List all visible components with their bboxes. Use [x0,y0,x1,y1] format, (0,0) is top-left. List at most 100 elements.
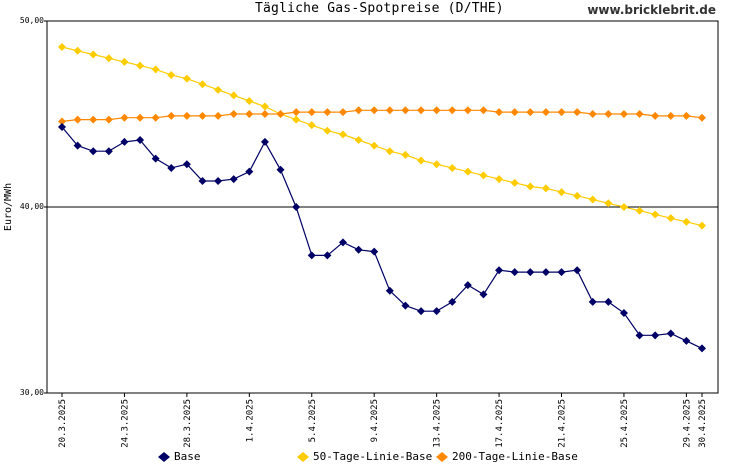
data-point-1 [167,70,176,79]
data-point-2 [682,111,691,120]
diamond-marker-icon [158,451,170,462]
data-point-1 [682,217,691,226]
data-point-0 [448,297,457,306]
data-point-2 [58,117,66,126]
data-point-1 [635,206,644,215]
data-point-0 [120,137,129,146]
data-point-1 [526,182,535,191]
data-point-2 [260,110,269,118]
data-point-2 [214,111,223,120]
data-point-1 [448,163,457,172]
data-point-0 [58,123,66,132]
x-tick-label: 28.3.2025 [183,399,193,448]
data-point-2 [448,106,457,115]
data-point-1 [510,178,519,187]
data-point-1 [214,85,223,94]
x-tick-label: 24.3.2025 [120,399,130,448]
data-point-2 [167,111,176,120]
data-point-0 [136,136,145,145]
data-point-1 [619,203,628,211]
data-point-2 [495,108,504,117]
data-point-0 [104,147,113,156]
x-tick-label: 30.4.2025 [698,399,708,448]
data-point-0 [370,247,379,256]
data-point-1 [245,96,254,105]
legend-label-base: Base [174,450,201,463]
data-point-1 [354,136,363,145]
data-point-2 [338,108,347,117]
data-point-1 [541,184,550,193]
data-point-0 [619,309,628,318]
data-point-0 [401,301,410,310]
data-point-2 [151,113,160,122]
data-point-2 [526,108,535,117]
data-point-2 [604,110,613,118]
data-point-0 [604,297,613,306]
data-point-0 [307,251,316,260]
data-point-2 [104,115,113,124]
data-point-2 [510,108,519,117]
x-tick-label: 5.4.2025 [308,399,318,442]
data-point-2 [401,106,410,115]
data-point-0 [573,266,582,275]
data-point-1 [479,171,488,180]
data-point-0 [588,297,597,306]
x-tick-label: 9.4.2025 [370,399,380,442]
data-point-2 [385,106,394,115]
data-point-2 [229,110,238,118]
data-point-0 [354,245,363,254]
data-point-2 [136,113,145,122]
data-point-0 [167,163,176,172]
data-point-2 [573,108,582,117]
data-point-1 [666,214,675,223]
legend-label-50-day: 50-Tage-Linie-Base [313,450,433,463]
data-point-0 [651,331,660,340]
data-point-0 [526,268,535,277]
data-point-0 [151,154,160,163]
legend-item-200-day: 200-Tage-Linie-Base [436,450,578,463]
data-point-0 [463,281,472,290]
data-point-0 [245,167,254,176]
data-point-1 [89,50,98,59]
x-tick-label: 1.4.2025 [245,399,255,442]
data-point-2 [245,110,254,118]
data-point-0 [338,238,347,247]
data-point-2 [354,106,363,115]
data-point-1 [573,191,582,200]
data-point-0 [432,307,441,316]
data-point-2 [198,111,207,120]
data-point-1 [370,141,379,150]
data-point-2 [666,111,675,120]
data-point-0 [214,176,223,185]
data-point-2 [73,115,82,124]
data-point-1 [338,130,347,139]
diamond-marker-icon [297,451,309,462]
chart-title: Tägliche Gas-Spotpreise (D/THE) [255,1,504,16]
data-point-0 [260,137,269,146]
series-line-1 [61,46,703,227]
data-point-1 [104,54,113,63]
data-point-1 [198,80,207,89]
x-tick-label: 20.3.2025 [58,399,68,448]
data-point-0 [495,266,504,275]
data-point-2 [479,106,488,115]
data-point-2 [182,111,191,120]
y-tick-label: 30,00 [20,388,44,397]
data-point-2 [635,110,644,118]
data-point-1 [463,167,472,176]
data-point-0 [276,165,285,174]
y-tick-label: 50,00 [20,16,44,25]
data-point-2 [588,110,597,118]
data-point-2 [417,106,426,115]
legend-label-200-day: 200-Tage-Linie-Base [452,450,578,463]
data-point-1 [136,61,145,70]
data-point-0 [417,307,426,316]
data-point-0 [182,160,191,169]
data-point-0 [229,175,238,184]
data-point-2 [323,108,332,117]
data-point-1 [292,115,301,124]
data-point-1 [151,65,160,74]
data-point-0 [323,251,332,260]
series-line-2 [61,109,703,122]
